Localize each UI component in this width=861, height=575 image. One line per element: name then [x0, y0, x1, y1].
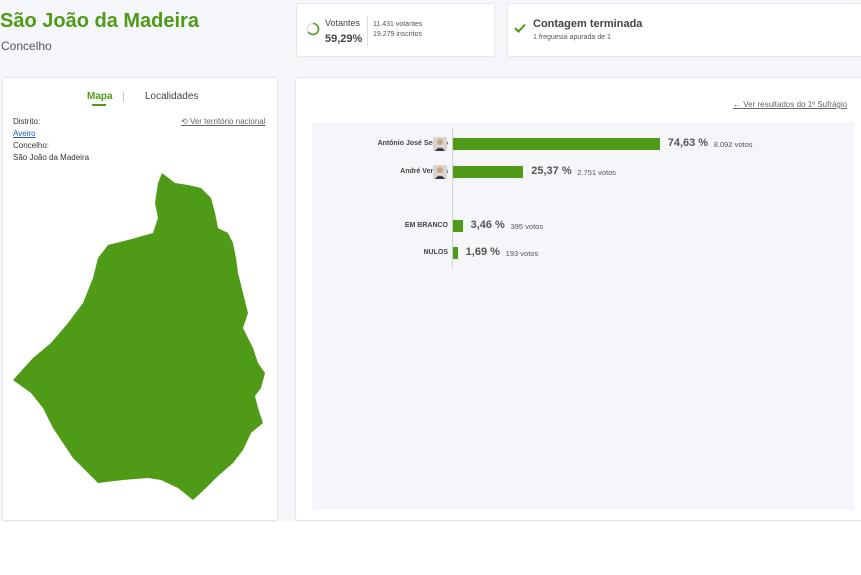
undo-icon: ⟲ — [181, 117, 188, 126]
inscritos-count: 19.279 inscritos — [373, 31, 423, 38]
result-percent: 25,37 % — [531, 165, 572, 177]
result-percent: 74,63 % — [667, 137, 709, 149]
distrito-link[interactable]: Aveiro — [13, 129, 36, 138]
active-tab-indicator — [92, 104, 106, 106]
results-panel: ← Ver resultados do 1º Sufrágio António … — [295, 77, 861, 521]
result-label: EM BRANCO — [404, 222, 448, 229]
municipality-map[interactable] — [3, 78, 279, 522]
result-percent: 3,46 % — [470, 219, 505, 231]
votantes-label: Votantes — [325, 18, 361, 28]
result-votes: 395 votos — [510, 222, 544, 231]
concelho-label: Concelho: — [13, 141, 50, 150]
first-round-link-label: Ver resultados do 1º Sufrágio — [743, 100, 848, 109]
arrow-left-icon: ← — [733, 100, 741, 109]
divider — [367, 16, 368, 46]
tab-localidades[interactable]: Localidades — [145, 91, 199, 102]
result-bar — [453, 220, 463, 232]
candidate-avatar — [433, 165, 447, 179]
contagem-subtitle: 1 freguesia apurada de 1 — [533, 34, 611, 41]
contagem-title: Contagem terminada — [533, 18, 643, 30]
page-title: São João da Madeira — [0, 10, 199, 32]
result-percent: 1,69 % — [465, 246, 500, 258]
result-label: André Ventura — [400, 168, 448, 175]
votantes-percent: 59,29% — [325, 33, 363, 45]
result-label: NULOS — [423, 249, 449, 256]
result-label: António José Seguro — [377, 140, 448, 147]
votantes-count: 11.431 votantes — [373, 21, 423, 28]
result-bar — [453, 138, 660, 150]
result-bar — [453, 166, 524, 178]
national-territory-link[interactable]: ⟲ Ver território nacional — [181, 117, 266, 126]
candidate-avatar — [433, 137, 447, 151]
contagem-card: Contagem terminada 1 freguesia apurada d… — [507, 3, 861, 57]
first-round-link[interactable]: ← Ver resultados do 1º Sufrágio — [733, 100, 847, 109]
result-votes: 193 votos — [505, 249, 539, 258]
map-panel: Mapa Localidades Distrito: Aveiro Concel… — [2, 77, 278, 521]
map-region-sao-joao-da-madeira[interactable] — [13, 173, 265, 500]
result-bar — [453, 247, 458, 259]
concelho-value: São João da Madeira — [13, 153, 90, 162]
page-subtitle: Concelho — [1, 39, 52, 53]
distrito-label: Distrito: — [13, 117, 41, 126]
progress-ring-icon — [306, 22, 320, 36]
checkmark-icon — [514, 23, 526, 33]
tab-mapa[interactable]: Mapa — [87, 91, 113, 102]
national-territory-link-label: Ver território nacional — [189, 117, 266, 126]
result-votes: 8.092 votos — [713, 140, 753, 149]
tab-divider — [123, 91, 124, 102]
results-chart: António José Seguro 74,63 % 8.092 votos And… — [312, 122, 854, 510]
chart-axis-line — [452, 128, 453, 268]
result-votes: 2.751 votos — [577, 168, 617, 177]
votantes-card: Votantes 59,29% 11.431 votantes 19.279 i… — [296, 3, 495, 57]
